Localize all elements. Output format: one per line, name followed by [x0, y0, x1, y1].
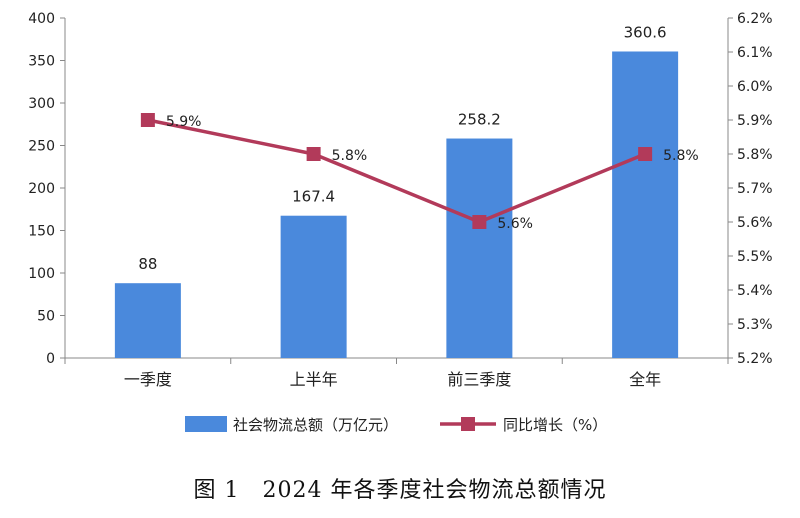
y-left-tick-label: 400 — [28, 11, 55, 27]
y-left-tick-label: 250 — [28, 139, 55, 155]
y-right-tick-label: 5.7% — [737, 181, 773, 197]
growth-data-label: 5.8% — [663, 148, 699, 164]
y-left-tick-label: 300 — [28, 96, 55, 112]
bar — [612, 51, 679, 359]
bar — [114, 283, 181, 358]
growth-point — [472, 215, 487, 229]
y-right-tick-label: 6.0% — [737, 79, 773, 95]
y-left-tick-label: 100 — [28, 266, 55, 282]
figure-caption: 图 1 2024 年各季度社会物流总额情况 — [193, 478, 607, 503]
bar-data-label: 88 — [138, 255, 157, 273]
y-right-tick-label: 5.9% — [737, 113, 773, 129]
legend-label-line: 同比增长（%） — [503, 416, 607, 434]
x-tick-label: 前三季度 — [447, 370, 511, 389]
growth-data-label: 5.8% — [332, 148, 368, 164]
bar-data-label: 360.6 — [624, 23, 667, 41]
chart: 0 50 100 150 200 250 300 350 400 5.2% 5.3% 5.4% 5.5%… — [28, 11, 773, 434]
growth-data-label: 5.9% — [166, 114, 202, 130]
y-right-tick-label: 5.8% — [737, 147, 773, 163]
y-right-tick-label: 6.1% — [737, 45, 773, 61]
growth-line — [147, 118, 646, 224]
y-right-tick-label: 6.2% — [737, 11, 773, 27]
bar — [446, 138, 513, 358]
y-right-tick-label: 5.6% — [737, 215, 773, 231]
legend-label-bar: 社会物流总额（万亿元） — [233, 416, 398, 434]
x-tick-label: 一季度 — [124, 370, 172, 389]
bar — [280, 215, 347, 358]
y-right-tick-label: 5.4% — [737, 283, 773, 299]
y-left-tick-label: 0 — [46, 351, 55, 367]
chart-svg: 0 50 100 150 200 250 300 350 400 5.2% 5.3% 5.4% 5.5%… — [28, 11, 773, 434]
y-right-tick-label: 5.5% — [737, 249, 773, 265]
bar-data-label: 258.2 — [458, 111, 501, 129]
bar-data-label: 167.4 — [292, 188, 335, 206]
growth-point — [140, 113, 155, 127]
y-left-tick-label: 50 — [37, 309, 55, 325]
x-tick-label: 上半年 — [290, 370, 338, 389]
x-tick-label: 全年 — [629, 370, 661, 389]
growth-data-label: 5.6% — [497, 216, 533, 232]
legend-swatch-marker — [461, 417, 475, 431]
y-right-tick-label: 5.2% — [737, 351, 773, 367]
legend-swatch-bar — [185, 416, 227, 432]
y-right-tick-label: 5.3% — [737, 317, 773, 333]
growth-point — [638, 147, 653, 161]
y-left-tick-label: 150 — [28, 224, 55, 240]
y-left-tick-label: 350 — [28, 54, 55, 70]
growth-point — [306, 147, 321, 161]
y-left-tick-label: 200 — [28, 181, 55, 197]
